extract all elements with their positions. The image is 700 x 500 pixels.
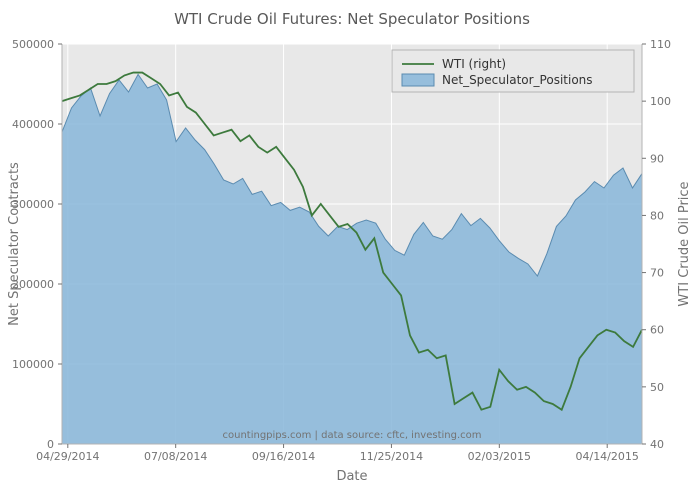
x-tick-label: 04/29/2014: [36, 450, 99, 463]
chart-title: WTI Crude Oil Futures: Net Speculator Po…: [174, 10, 530, 28]
y-right-tick-label: 60: [650, 324, 664, 337]
legend-area-swatch: [402, 74, 434, 86]
chart-caption: countingpips.com | data source: cftc, in…: [222, 430, 481, 441]
y-right-tick-label: 40: [650, 438, 664, 451]
chart-svg: 0100000200000300000400000500000405060708…: [0, 0, 700, 500]
x-label: Date: [336, 469, 367, 484]
x-tick-label: 02/03/2015: [468, 450, 531, 463]
x-tick-label: 11/25/2014: [360, 450, 423, 463]
y-right-label: WTI Crude Oil Price: [677, 181, 692, 306]
y-right-tick-label: 100: [650, 95, 671, 108]
y-right-tick-label: 90: [650, 152, 664, 165]
x-tick-label: 04/14/2015: [575, 450, 638, 463]
legend-line-label: WTI (right): [442, 57, 506, 71]
x-tick-label: 07/08/2014: [144, 450, 207, 463]
y-right-tick-label: 70: [650, 267, 664, 280]
y-left-tick-label: 400000: [12, 118, 54, 131]
y-left-tick-label: 500000: [12, 38, 54, 51]
y-right-tick-label: 50: [650, 381, 664, 394]
x-tick-label: 09/16/2014: [252, 450, 315, 463]
y-left-label: Net Speculator Contracts: [7, 162, 22, 326]
y-right-tick-label: 80: [650, 209, 664, 222]
chart-container: 0100000200000300000400000500000405060708…: [0, 0, 700, 500]
y-right-tick-label: 110: [650, 38, 671, 51]
y-left-tick-label: 100000: [12, 358, 54, 371]
legend-area-label: Net_Speculator_Positions: [442, 73, 593, 87]
